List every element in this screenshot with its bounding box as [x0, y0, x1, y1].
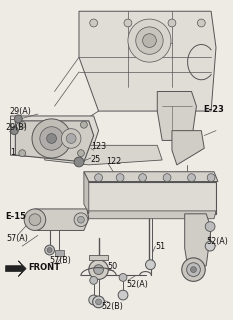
Circle shape	[89, 260, 108, 279]
Circle shape	[61, 129, 81, 148]
Circle shape	[19, 150, 26, 156]
Polygon shape	[10, 116, 99, 160]
Text: 123: 123	[91, 142, 106, 151]
Circle shape	[136, 27, 163, 54]
Text: 52(A): 52(A)	[206, 237, 228, 246]
Text: 57(A): 57(A)	[7, 234, 28, 243]
Circle shape	[93, 296, 104, 308]
Text: 51: 51	[155, 242, 165, 251]
Polygon shape	[32, 209, 89, 230]
Circle shape	[78, 150, 84, 156]
Circle shape	[146, 260, 155, 270]
Circle shape	[187, 263, 200, 276]
Circle shape	[205, 222, 215, 231]
Circle shape	[124, 19, 132, 27]
Polygon shape	[84, 172, 218, 181]
Circle shape	[78, 216, 84, 223]
Circle shape	[90, 276, 98, 284]
Circle shape	[188, 174, 195, 181]
Circle shape	[191, 267, 196, 273]
Circle shape	[89, 295, 99, 305]
Polygon shape	[6, 261, 26, 276]
Polygon shape	[87, 211, 216, 219]
Circle shape	[40, 127, 63, 150]
Circle shape	[14, 115, 22, 123]
Circle shape	[95, 174, 103, 181]
Polygon shape	[185, 214, 211, 273]
Circle shape	[45, 245, 55, 255]
Text: 29(B): 29(B)	[6, 123, 27, 132]
Circle shape	[47, 248, 52, 252]
Circle shape	[32, 119, 71, 158]
Text: 57(B): 57(B)	[50, 256, 72, 265]
Circle shape	[47, 133, 56, 143]
Circle shape	[10, 127, 18, 134]
Polygon shape	[84, 172, 89, 214]
Bar	[55, 250, 64, 256]
Text: E-15: E-15	[6, 212, 27, 221]
Circle shape	[143, 34, 156, 47]
Text: 52(B): 52(B)	[102, 302, 123, 311]
Circle shape	[119, 274, 127, 281]
Circle shape	[182, 258, 205, 281]
Circle shape	[24, 209, 46, 230]
Circle shape	[19, 121, 26, 128]
Polygon shape	[45, 145, 162, 165]
Circle shape	[116, 174, 124, 181]
Circle shape	[168, 19, 176, 27]
Text: FRONT: FRONT	[28, 263, 60, 272]
Circle shape	[128, 19, 171, 62]
Text: 29(A): 29(A)	[10, 107, 31, 116]
Circle shape	[90, 19, 98, 27]
Text: 52(A): 52(A)	[126, 280, 148, 289]
Circle shape	[163, 174, 171, 181]
Circle shape	[139, 174, 147, 181]
Text: 25: 25	[91, 155, 101, 164]
Circle shape	[74, 213, 88, 227]
Circle shape	[74, 157, 84, 167]
Text: 122: 122	[106, 157, 122, 166]
Text: E-23: E-23	[203, 105, 224, 114]
Circle shape	[96, 299, 102, 305]
Circle shape	[205, 241, 215, 251]
Circle shape	[94, 265, 103, 275]
Circle shape	[29, 214, 41, 226]
Bar	[89, 255, 108, 260]
Polygon shape	[87, 181, 216, 214]
Circle shape	[80, 121, 87, 128]
Circle shape	[118, 290, 128, 300]
Circle shape	[66, 133, 76, 143]
Text: 1: 1	[10, 148, 15, 157]
Text: 50: 50	[107, 262, 117, 271]
Polygon shape	[172, 131, 204, 165]
Polygon shape	[79, 11, 216, 111]
Polygon shape	[157, 92, 196, 140]
Polygon shape	[15, 121, 94, 162]
Circle shape	[197, 19, 205, 27]
Circle shape	[207, 174, 215, 181]
